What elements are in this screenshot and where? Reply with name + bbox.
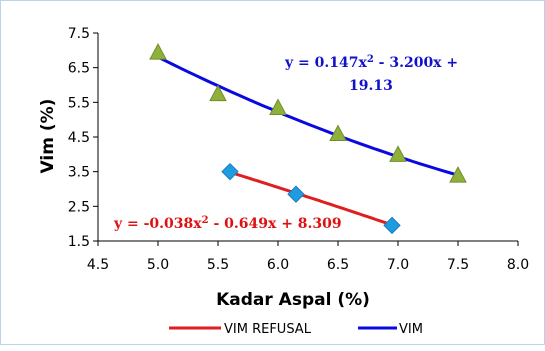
- x-tick-label: 4.5: [87, 257, 109, 273]
- vim-point: [449, 166, 467, 183]
- x-tick-label: 5.0: [147, 257, 169, 273]
- vim-refusal-point: [221, 162, 239, 181]
- axis-ticks: 4.5 5.0 5.5 6.0 6.5 7.0 7.5 8.0 1.5 2.5 3.5 4.5 5.5 6…: [68, 26, 529, 273]
- x-tick-label: 8.0: [507, 257, 529, 273]
- vim-refusal-point: [383, 216, 401, 235]
- vim-point: [389, 145, 407, 162]
- vim-point: [329, 124, 347, 142]
- x-axis-title: Kadar Aspal (%): [216, 290, 370, 310]
- y-tick-label: 3.5: [68, 165, 90, 181]
- vim-point: [149, 43, 167, 60]
- x-tick-label: 6.5: [327, 257, 349, 273]
- vim-point: [209, 84, 227, 102]
- legend: VIM REFUSAL VIM: [169, 322, 423, 337]
- y-tick-label: 2.5: [68, 199, 90, 215]
- y-tick-label: 4.5: [68, 130, 90, 146]
- y-tick-label: 6.5: [68, 61, 90, 77]
- x-tick-label: 7.0: [387, 257, 409, 273]
- vim-equation-label: y = 0.147x2 - 3.200x + 19.13: [284, 54, 463, 95]
- vim-refusal-point: [287, 185, 305, 203]
- y-tick-label: 5.5: [68, 95, 90, 111]
- y-axis-title: Vim (%): [38, 99, 58, 174]
- trendline-vim-refusal: [229, 170, 393, 227]
- legend-label-vim: VIM: [399, 322, 423, 337]
- data-points: [149, 43, 467, 235]
- vim-refusal-equation-label: y = -0.038x2 - 0.649x + 8.309: [113, 215, 342, 233]
- legend-label-vim-refusal: VIM REFUSAL: [224, 322, 312, 337]
- x-tick-label: 5.5: [207, 257, 229, 273]
- trendline-vim: [157, 55, 459, 177]
- x-tick-label: 7.5: [447, 257, 469, 273]
- vim-point: [269, 98, 287, 116]
- trendlines: [157, 55, 459, 227]
- y-tick-label: 7.5: [68, 26, 90, 42]
- x-tick-label: 6.0: [267, 257, 289, 273]
- y-tick-label: 1.5: [68, 234, 90, 250]
